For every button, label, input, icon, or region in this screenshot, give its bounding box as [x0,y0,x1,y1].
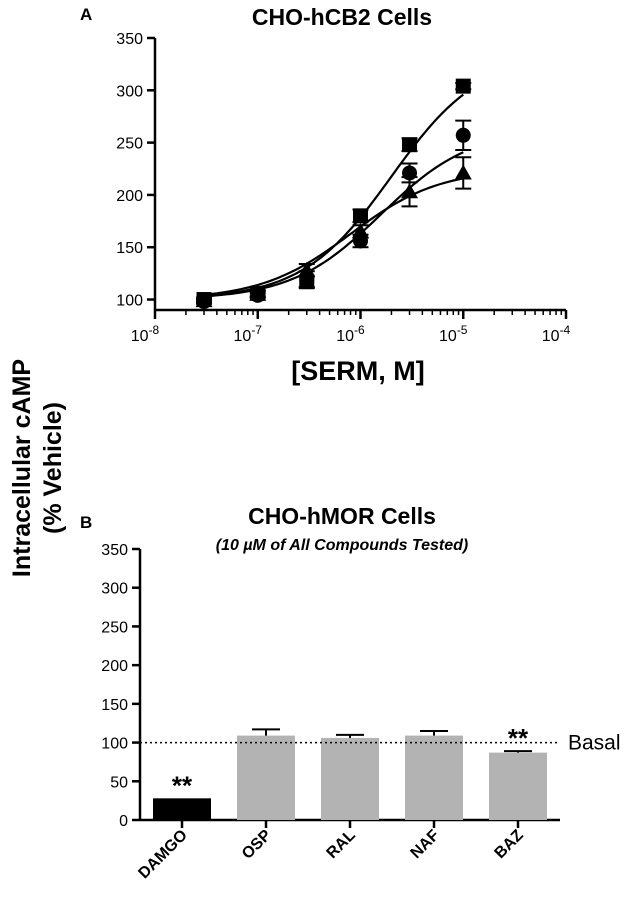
panel-a-data-point-circle [455,127,471,143]
panel-a-x-tick-label: 10-5 [439,323,468,345]
panel-b-letter: B [80,513,92,532]
panel-a-data-point-triangle [195,292,213,308]
panel-b-category-label: NAF [408,827,443,862]
panel-a-data-point-triangle [454,164,472,180]
panel-a-data-point-square [402,137,418,153]
panel-b-category-label: RAL [324,827,359,862]
panel-b-bar-osp [237,735,295,820]
panel-a-data-point-triangle [401,183,419,199]
panel-b-subtitle: (10 µM of All Compounds Tested) [216,537,468,554]
panel-b-cho-hmor-chart: B CHO-hMOR Cells (10 µM of All Compounds… [80,503,621,882]
panel-a-cho-hcb2-chart: A CHO-hCB2 Cells [SERM, M] 100 150 200 250 3… [80,4,571,386]
y-axis-label-line1: Intracellular cAMP [8,359,36,577]
panel-a-data-point-square [353,208,368,224]
panel-a-x-tick-label: 10-6 [336,323,365,345]
panel-a-title: CHO-hCB2 Cells [252,4,432,30]
panel-b-category-label: DAMGO [135,827,190,882]
y-axis-label: Intracellular cAMP (% Vehicle) [8,359,67,577]
panel-a-x-tick-label: 10-8 [131,323,160,345]
panel-a-fit-curve-circle [203,151,464,298]
panel-a-data-point-circle [402,165,418,181]
panel-b-y-tick-label: 150 [101,697,128,714]
panel-b-significance-marker: ** [172,770,193,800]
panel-a-y-tick-label: 150 [116,240,143,257]
panel-b-category-label: BAZ [492,827,527,862]
panel-b-y-tick-label: 250 [101,619,128,636]
panel-a-x-tick-label: 10-4 [542,323,571,345]
panel-a-data-point-triangle [249,285,267,301]
panel-b-y-tick-label: 100 [101,736,128,753]
panel-a-y-tick-label: 350 [116,31,143,48]
panel-a-data-point-triangle [298,261,316,277]
panel-a-x-tick-label: 10-7 [234,323,263,345]
panel-a-data-point-triangle [352,223,369,239]
panel-a-data-point-square [455,78,471,94]
panel-b-bar-baz [489,752,547,820]
panel-a-y-tick-label: 300 [116,83,143,100]
panel-a-letter: A [80,5,92,24]
panel-b-bar-naf [405,735,463,820]
panel-b-bar-ral [321,737,379,820]
panel-b-y-tick-label: 50 [110,774,128,791]
panel-a-y-tick-label: 250 [116,136,143,153]
y-axis-label-line2: (% Vehicle) [39,402,67,534]
panel-b-significance-marker: ** [508,723,529,753]
panel-b-category-label: OSP [239,827,275,863]
panel-a-y-tick-label: 200 [116,188,143,205]
panel-b-bar-damgo [153,798,211,820]
panel-b-y-tick-label: 300 [101,581,128,598]
panel-b-y-tick-label: 0 [119,813,128,830]
panel-a-fit-curve-square [203,93,464,297]
panel-a-y-tick-label: 100 [116,293,143,310]
panel-a-fit-curve-triangle [203,177,464,296]
panel-a-x-axis-label: [SERM, M] [291,356,424,386]
panel-b-y-tick-label: 350 [101,542,128,559]
panel-b-basal-label: Basal [568,732,621,755]
panel-b-title: CHO-hMOR Cells [248,503,436,529]
panel-b-y-tick-label: 200 [101,658,128,675]
